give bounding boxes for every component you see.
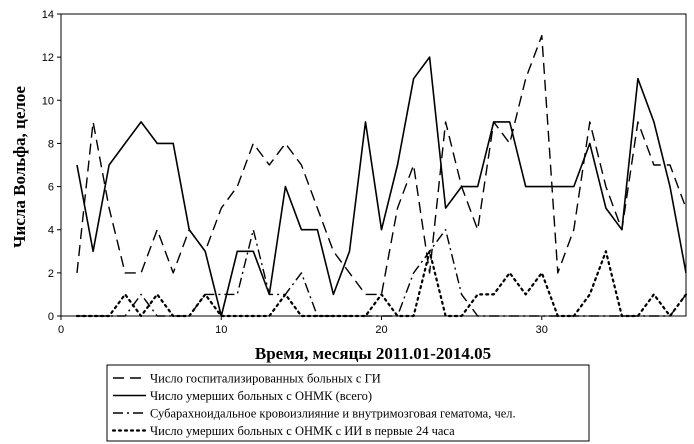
legend: Число госпитализированных больных с ГИ Чи… <box>106 364 590 442</box>
series-line-4 <box>75 250 688 318</box>
x-axis-ticks: 0 10 20 30 <box>58 316 548 336</box>
y-tick-label: 0 <box>48 311 54 323</box>
series-line-2 <box>76 56 687 317</box>
legend-label-1: Число госпитализированных больных с ГИ <box>150 372 381 386</box>
y-tick-label: 12 <box>42 52 54 64</box>
x-tick-label: 30 <box>536 324 548 336</box>
y-tick-label: 14 <box>42 9 54 21</box>
legend-items: Число госпитализированных больных с ГИ Чи… <box>111 372 516 438</box>
plot-area <box>60 13 687 317</box>
series-lines <box>75 34 688 318</box>
x-tick-label: 0 <box>58 324 64 336</box>
legend-box <box>106 364 590 442</box>
y-axis-title: Числа Вольфа, целое <box>10 86 29 248</box>
y-tick-label: 10 <box>42 95 54 107</box>
y-tick-label: 8 <box>48 138 54 150</box>
x-tick-label: 10 <box>215 324 227 336</box>
y-tick-label: 6 <box>48 182 54 194</box>
x-axis-title: Время, месяцы 2011.01-2014.05 <box>255 344 491 363</box>
legend-label-3: Субарахноидальное кровоизлияние и внутри… <box>150 407 516 421</box>
legend-label-2: Число умерших больных с ОНМК (всего) <box>150 389 372 403</box>
legend-label-4: Число умерших больных с ОНМК с ИИ в перв… <box>150 424 455 438</box>
x-tick-label: 20 <box>375 324 387 336</box>
y-axis-ticks: 0 2 4 6 8 10 12 14 <box>42 9 61 323</box>
y-tick-label: 4 <box>48 225 54 237</box>
y-tick-label: 2 <box>48 268 54 280</box>
